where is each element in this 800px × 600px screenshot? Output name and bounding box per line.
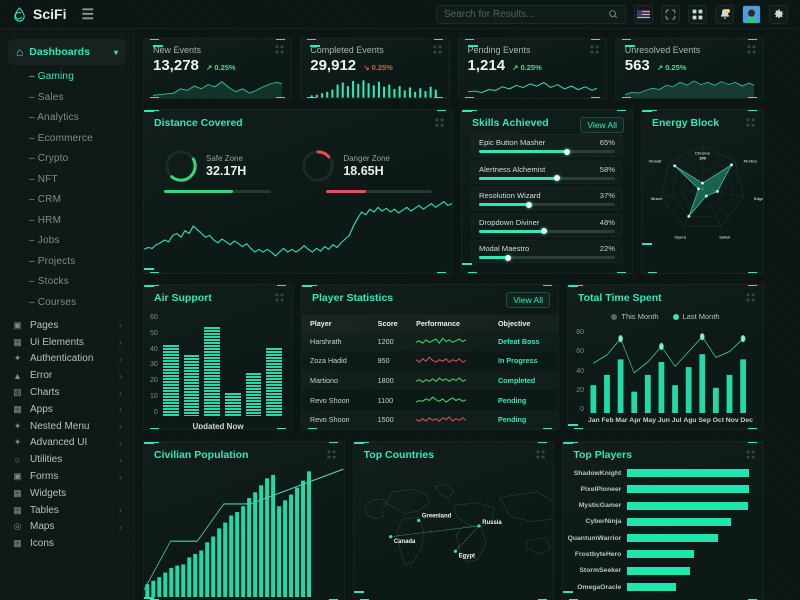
svg-text:Brave: Brave — [651, 196, 663, 201]
svg-text:Edge: Edge — [754, 196, 763, 201]
svg-text:Canada: Canada — [394, 539, 416, 545]
svg-text:Egypt: Egypt — [458, 554, 474, 560]
svg-text:0: 0 — [701, 187, 703, 191]
svg-text:100: 100 — [699, 155, 706, 160]
svg-text:Russia: Russia — [482, 520, 502, 526]
svg-text:Firefox: Firefox — [744, 158, 758, 163]
svg-text:Safari: Safari — [719, 235, 730, 240]
svg-text:Vivaldi: Vivaldi — [649, 158, 662, 163]
svg-text:Opera: Opera — [674, 235, 686, 240]
svg-text:Greenland: Greenland — [422, 513, 452, 519]
svg-text:Chrome: Chrome — [695, 150, 711, 155]
